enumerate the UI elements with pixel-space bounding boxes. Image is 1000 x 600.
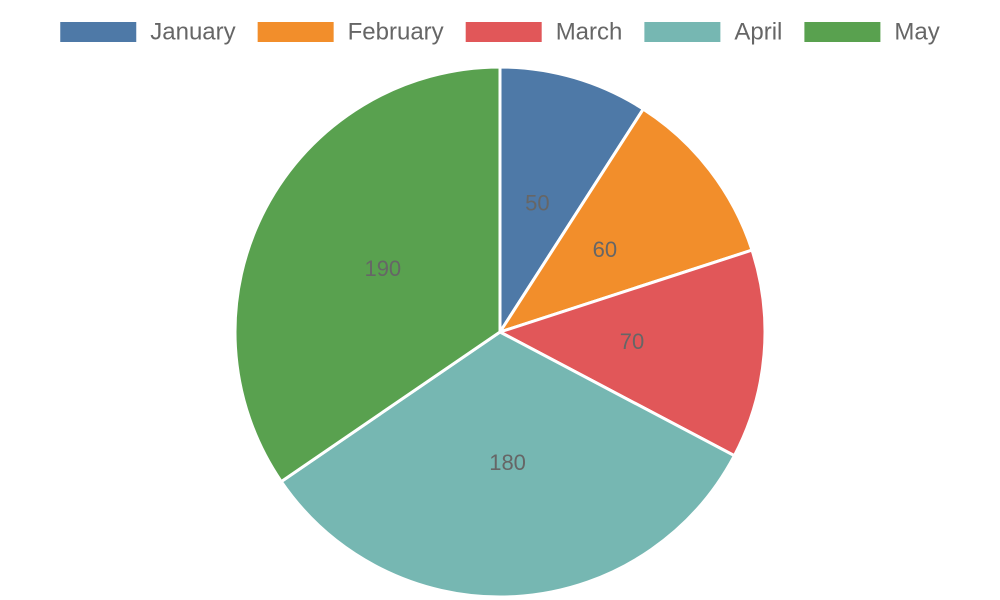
pie-slice: [498, 65, 646, 338]
value-label: 60: [593, 237, 617, 262]
value-label: 70: [620, 329, 644, 354]
legend-label[interactable]: February: [348, 18, 444, 45]
value-label: 190: [364, 256, 401, 281]
pie-slice: [496, 248, 767, 458]
pie-slice: [496, 106, 754, 335]
legend-swatch[interactable]: [257, 22, 334, 42]
legend-swatch[interactable]: [804, 22, 881, 42]
legend-swatch[interactable]: [465, 22, 542, 42]
legend-label[interactable]: May: [894, 18, 939, 45]
legend-label[interactable]: April: [734, 18, 782, 45]
value-label: 180: [489, 450, 526, 475]
legend-label[interactable]: January: [150, 18, 235, 45]
legend-swatch[interactable]: [644, 22, 721, 42]
pie-slice: [233, 65, 502, 484]
legend-label[interactable]: March: [556, 18, 623, 45]
legend-swatch[interactable]: [60, 22, 137, 42]
value-label: 50: [525, 191, 549, 216]
pie-slice: [279, 330, 737, 599]
